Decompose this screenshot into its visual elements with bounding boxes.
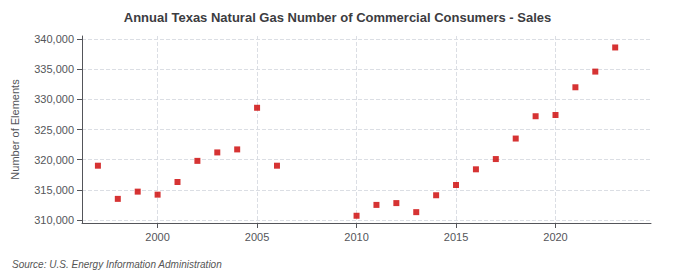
svg-text:2005: 2005 bbox=[245, 231, 269, 243]
svg-text:330,000: 330,000 bbox=[34, 93, 74, 105]
svg-text:Number of Elements: Number of Elements bbox=[9, 79, 21, 180]
svg-text:310,000: 310,000 bbox=[34, 214, 74, 226]
svg-text:2010: 2010 bbox=[344, 231, 368, 243]
svg-text:320,000: 320,000 bbox=[34, 154, 74, 166]
svg-text:Source: U.S. Energy Informatio: Source: U.S. Energy Information Administ… bbox=[12, 259, 222, 270]
svg-text:Annual Texas Natural Gas Numbe: Annual Texas Natural Gas Number of Comme… bbox=[124, 10, 551, 25]
svg-text:340,000: 340,000 bbox=[34, 33, 74, 45]
svg-text:2000: 2000 bbox=[145, 231, 169, 243]
svg-text:2015: 2015 bbox=[444, 231, 468, 243]
svg-text:325,000: 325,000 bbox=[34, 124, 74, 136]
svg-text:335,000: 335,000 bbox=[34, 63, 74, 75]
svg-text:315,000: 315,000 bbox=[34, 184, 74, 196]
svg-text:2020: 2020 bbox=[543, 231, 567, 243]
